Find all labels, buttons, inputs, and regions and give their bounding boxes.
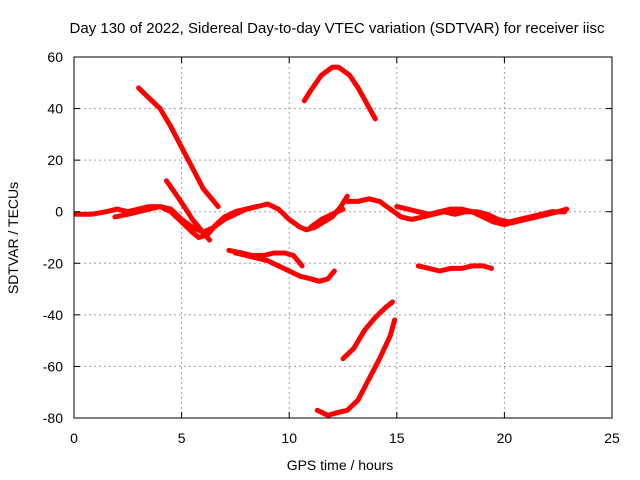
x-tick-label: 5 — [178, 430, 186, 446]
series-arc-13 — [415, 263, 494, 274]
series-arc-3 — [136, 85, 221, 210]
y-axis-label: SDTVAR / TECUs — [5, 182, 21, 294]
y-tick-label: -20 — [43, 255, 63, 271]
x-tick-label: 25 — [604, 430, 620, 446]
y-tick-label: 40 — [47, 101, 63, 117]
series-arc-9 — [340, 299, 395, 362]
y-tick-label: -40 — [43, 307, 63, 323]
x-tick-label: 15 — [389, 430, 405, 446]
y-tick-label: -80 — [43, 410, 63, 426]
x-tick-label: 10 — [281, 430, 297, 446]
ticks: 0 5 10 15 20 25 -80 -60 -40 -20 0 20 40 60 — [43, 49, 620, 446]
chart-title: Day 130 of 2022, Sidereal Day-to-day VTE… — [70, 20, 605, 37]
y-tick-label: -60 — [43, 358, 63, 374]
series-arc-4 — [164, 178, 213, 243]
series-arc-7 — [301, 64, 378, 122]
series-group — [73, 64, 570, 418]
series-arc-10 — [314, 317, 398, 418]
x-tick-label: 20 — [497, 430, 513, 446]
x-axis-label: GPS time / hours — [287, 457, 394, 473]
series-arc-2 — [112, 204, 260, 235]
y-tick-label: 20 — [47, 152, 63, 168]
grid — [74, 57, 612, 418]
series-arc-6 — [232, 250, 337, 284]
plot-frame — [73, 56, 613, 419]
y-tick-label: 60 — [47, 49, 63, 65]
y-tick-label: 0 — [55, 204, 63, 220]
series-arc-12 — [394, 204, 570, 228]
series-arc-8 — [308, 206, 346, 230]
x-tick-label: 0 — [70, 430, 78, 446]
